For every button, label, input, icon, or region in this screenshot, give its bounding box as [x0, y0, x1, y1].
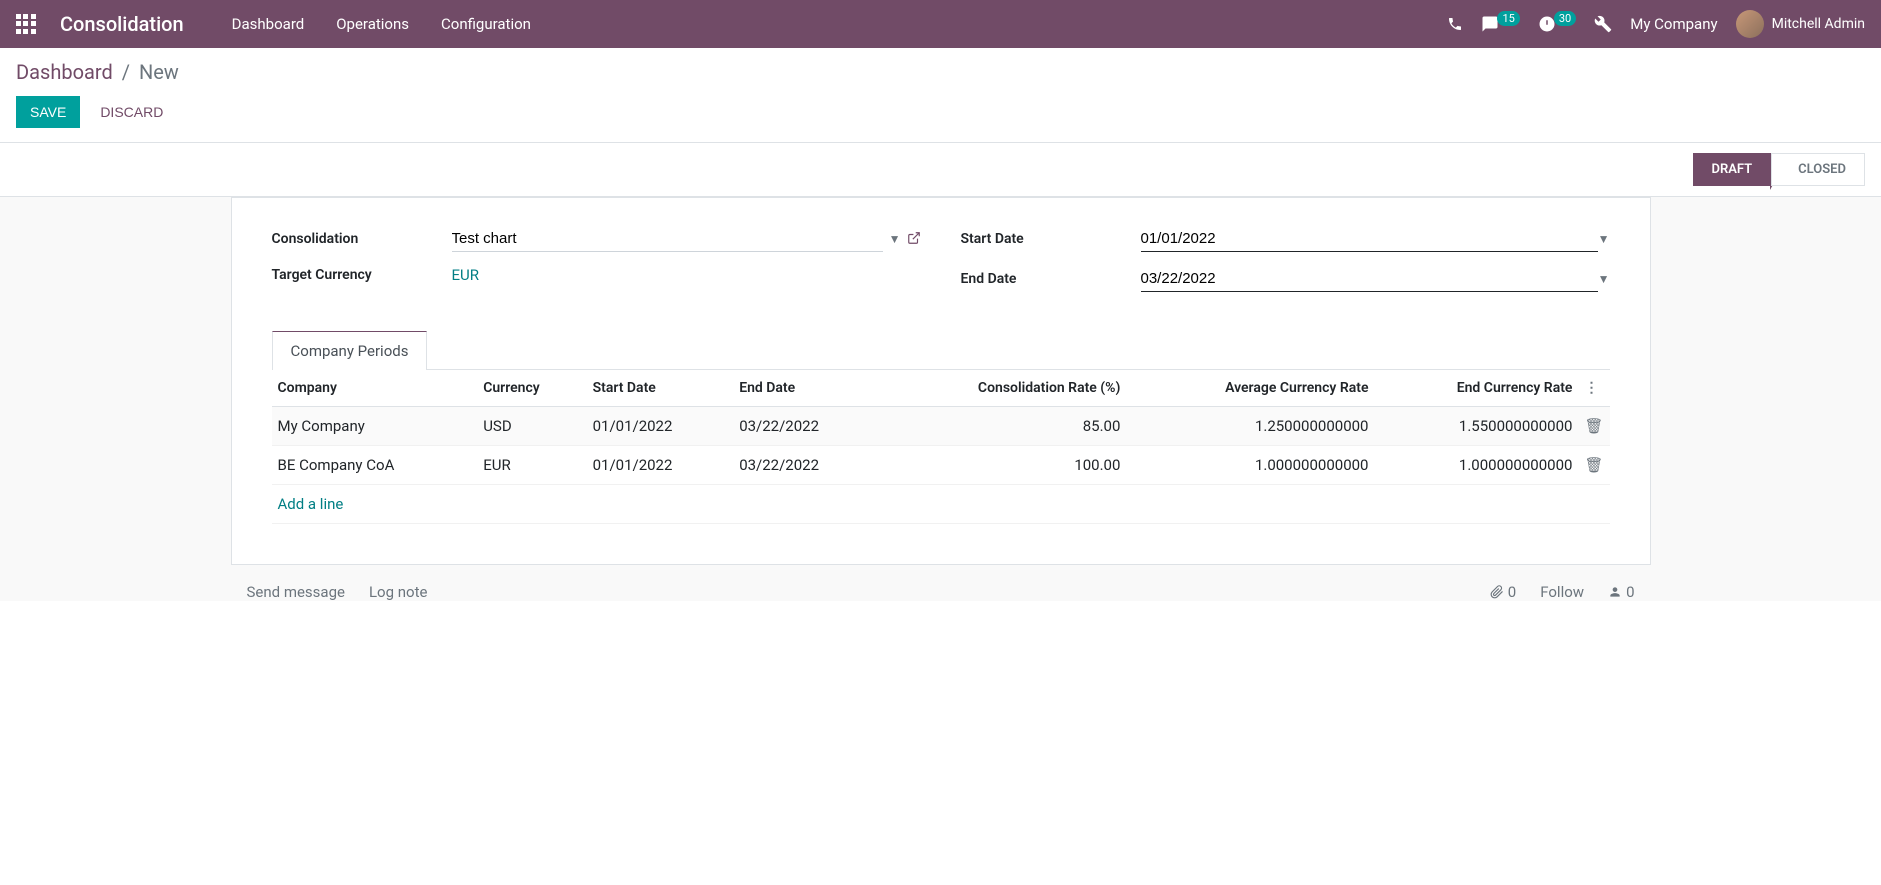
- col-end-date: End Date: [733, 370, 880, 407]
- external-link-icon[interactable]: [907, 231, 921, 248]
- end-date-label: End Date: [961, 271, 1141, 287]
- add-line-button[interactable]: Add a line: [272, 485, 1610, 524]
- followers-count: 0: [1626, 583, 1634, 601]
- cell-company: My Company: [272, 407, 478, 446]
- consolidation-label: Consolidation: [272, 231, 452, 247]
- start-date-label: Start Date: [961, 231, 1141, 247]
- cell-start: 01/01/2022: [587, 446, 734, 485]
- messages-badge: 15: [1497, 11, 1519, 26]
- navbar: Consolidation Dashboard Operations Confi…: [0, 0, 1881, 48]
- control-panel: Dashboard / New SAVE DISCARD: [0, 48, 1881, 143]
- app-title: Consolidation: [60, 12, 184, 36]
- cell-rate: 100.00: [880, 446, 1127, 485]
- phone-icon[interactable]: [1447, 16, 1463, 32]
- form-sheet: Consolidation ▼ Target Currency EUR: [231, 197, 1651, 565]
- end-date-caret-icon[interactable]: ▼: [1598, 272, 1610, 286]
- target-currency-label: Target Currency: [272, 267, 452, 283]
- status-bar: DRAFT CLOSED: [0, 143, 1881, 197]
- company-selector[interactable]: My Company: [1630, 15, 1717, 33]
- cell-end: 03/22/2022: [733, 407, 880, 446]
- follow-button[interactable]: Follow: [1540, 583, 1584, 601]
- col-currency: Currency: [477, 370, 586, 407]
- nav-configuration[interactable]: Configuration: [441, 15, 531, 33]
- table-row[interactable]: BE Company CoAEUR01/01/202203/22/2022100…: [272, 446, 1610, 485]
- dropdown-caret-icon[interactable]: ▼: [889, 232, 901, 246]
- table-row[interactable]: My CompanyUSD01/01/202203/22/202285.001.…: [272, 407, 1610, 446]
- status-draft[interactable]: DRAFT: [1693, 153, 1772, 186]
- send-message-button[interactable]: Send message: [247, 583, 345, 601]
- cell-currency: USD: [477, 407, 586, 446]
- save-button[interactable]: SAVE: [16, 96, 80, 128]
- cell-company: BE Company CoA: [272, 446, 478, 485]
- start-date-caret-icon[interactable]: ▼: [1598, 232, 1610, 246]
- delete-row-icon[interactable]: 🗑: [1584, 417, 1603, 435]
- breadcrumb: Dashboard / New: [16, 60, 1865, 84]
- chatter: Send message Log note 0 Follow 0: [231, 583, 1651, 601]
- cell-end-rate: 1.550000000000: [1375, 407, 1579, 446]
- debug-icon[interactable]: [1594, 15, 1612, 33]
- col-rate: Consolidation Rate (%): [880, 370, 1127, 407]
- start-date-input[interactable]: [1141, 226, 1598, 252]
- col-avg-rate: Average Currency Rate: [1126, 370, 1374, 407]
- col-company: Company: [272, 370, 478, 407]
- nav-dashboard[interactable]: Dashboard: [232, 15, 305, 33]
- cell-start: 01/01/2022: [587, 407, 734, 446]
- consolidation-input[interactable]: [452, 226, 883, 252]
- cell-rate: 85.00: [880, 407, 1127, 446]
- breadcrumb-current: New: [139, 60, 179, 84]
- col-start-date: Start Date: [587, 370, 734, 407]
- optional-columns-icon[interactable]: ⋮: [1578, 370, 1609, 407]
- col-end-rate: End Currency Rate: [1375, 370, 1579, 407]
- cell-currency: EUR: [477, 446, 586, 485]
- attachments-button[interactable]: 0: [1490, 583, 1516, 601]
- cell-end: 03/22/2022: [733, 446, 880, 485]
- activities-icon[interactable]: 30: [1538, 15, 1576, 33]
- cell-end-rate: 1.000000000000: [1375, 446, 1579, 485]
- user-menu[interactable]: Mitchell Admin: [1736, 10, 1865, 38]
- log-note-button[interactable]: Log note: [369, 583, 427, 601]
- breadcrumb-root[interactable]: Dashboard: [16, 60, 113, 84]
- user-name: Mitchell Admin: [1772, 16, 1865, 32]
- avatar-icon: [1736, 10, 1764, 38]
- attachments-count: 0: [1508, 583, 1516, 601]
- cell-avg: 1.000000000000: [1126, 446, 1374, 485]
- status-closed[interactable]: CLOSED: [1771, 153, 1865, 186]
- end-date-input[interactable]: [1141, 266, 1598, 292]
- tab-company-periods[interactable]: Company Periods: [272, 331, 428, 370]
- nav-operations[interactable]: Operations: [336, 15, 409, 33]
- activities-badge: 30: [1554, 11, 1576, 26]
- followers-button[interactable]: 0: [1608, 583, 1634, 601]
- discard-button[interactable]: DISCARD: [86, 96, 177, 128]
- company-periods-table: Company Currency Start Date End Date Con…: [272, 370, 1610, 524]
- delete-row-icon[interactable]: 🗑: [1584, 456, 1603, 474]
- cell-avg: 1.250000000000: [1126, 407, 1374, 446]
- target-currency-value[interactable]: EUR: [452, 266, 480, 284]
- messaging-icon[interactable]: 15: [1481, 15, 1519, 33]
- apps-icon[interactable]: [16, 14, 36, 34]
